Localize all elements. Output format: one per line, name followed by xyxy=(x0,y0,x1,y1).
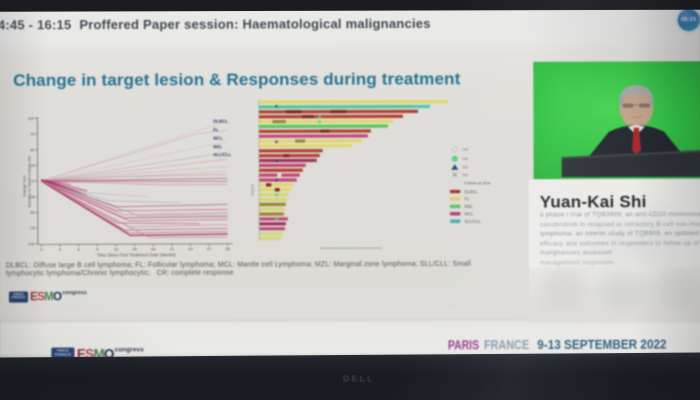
svg-text:MCL: MCL xyxy=(464,211,474,216)
svg-text:Change from: Change from xyxy=(23,175,27,197)
svg-text:Follow-up time: Follow-up time xyxy=(464,180,491,185)
svg-text:CR: CR xyxy=(462,147,468,152)
svg-text:-25: -25 xyxy=(29,194,36,199)
svg-text:21: 21 xyxy=(170,246,175,251)
svg-text:6: 6 xyxy=(78,247,81,252)
svg-text:-50: -50 xyxy=(29,210,36,215)
svg-text:Time Since First Treatment Dat: Time Since First Treatment Date (Weeks) xyxy=(97,252,176,257)
svg-text:3: 3 xyxy=(59,247,62,252)
svg-text:DLBCL: DLBCL xyxy=(464,189,478,194)
svg-text:9: 9 xyxy=(96,247,99,252)
svg-text:-100: -100 xyxy=(27,241,36,246)
svg-text:DELL: DELL xyxy=(343,374,375,384)
svg-text:0: 0 xyxy=(40,247,43,252)
svg-text:DLBCL: DLBCL xyxy=(213,119,228,124)
svg-text:18: 18 xyxy=(151,246,156,251)
svg-text:15: 15 xyxy=(132,246,137,251)
svg-text:MZL: MZL xyxy=(464,204,473,209)
svg-text:24: 24 xyxy=(188,246,193,251)
svg-text:FL: FL xyxy=(213,127,219,132)
svg-text:30: 30 xyxy=(225,246,230,251)
svg-text:25: 25 xyxy=(30,163,35,168)
svg-text:SLL/CLL: SLL/CLL xyxy=(465,219,482,224)
svg-text:MZL: MZL xyxy=(213,144,222,149)
svg-text:75: 75 xyxy=(30,131,35,136)
svg-text:PD: PD xyxy=(462,172,468,177)
svg-text:Subject: Subject xyxy=(251,184,255,196)
svg-text:100: 100 xyxy=(28,116,35,121)
svg-text:MCL: MCL xyxy=(213,135,223,140)
svg-text:-75: -75 xyxy=(29,225,36,230)
svg-text:27: 27 xyxy=(207,246,212,251)
svg-text:PR: PR xyxy=(462,156,468,161)
svg-text:12: 12 xyxy=(114,247,119,252)
svg-text:SD: SD xyxy=(462,164,468,169)
svg-text:50: 50 xyxy=(30,147,35,152)
svg-text:Baseline in Target Lesions (%): Baseline in Target Lesions (%) xyxy=(28,155,32,207)
svg-text:SLL/CLL: SLL/CLL xyxy=(213,152,231,157)
svg-text:0: 0 xyxy=(32,178,35,183)
svg-text:FL: FL xyxy=(464,196,470,201)
